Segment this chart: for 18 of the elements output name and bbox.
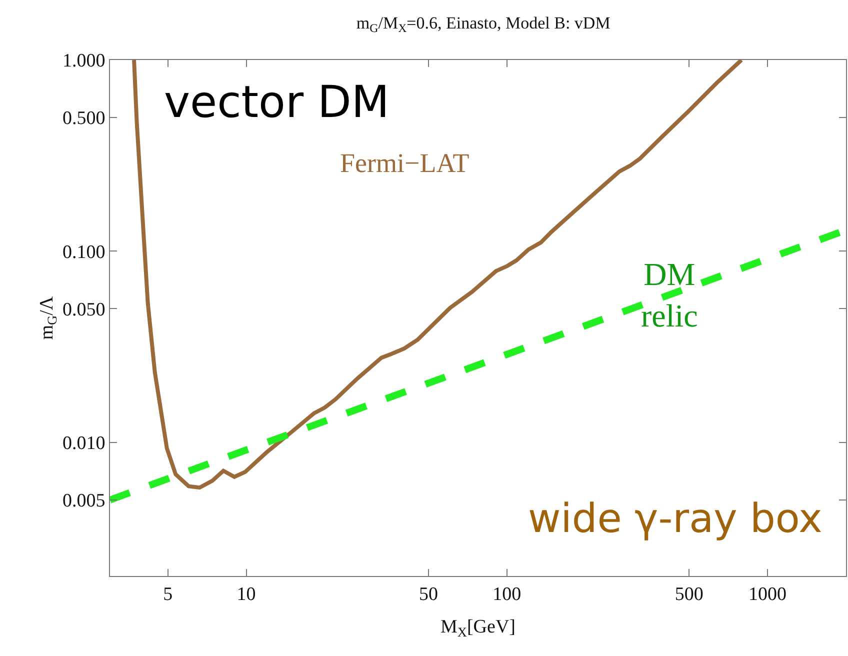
x-tick-label: 5	[163, 584, 173, 605]
y-tick-label: 0.050	[62, 299, 106, 320]
x-tick-label: 10	[236, 584, 256, 605]
y-tick-label: 0.005	[62, 490, 106, 512]
y-tick-label: 1.000	[62, 50, 106, 72]
x-tick-label: 100	[492, 584, 522, 605]
x-tick-label: 1000	[748, 584, 787, 605]
x-tick-label: 50	[418, 584, 438, 605]
chart-title: m$_{G}$/M$_{X}$=0.6, Einasto, Model B: vDM	[356, 13, 610, 35]
x-tick-label: 500	[674, 584, 704, 605]
y-tick-label: 0.010	[62, 433, 106, 454]
y-tick-label: 0.100	[62, 242, 106, 263]
annotation: vector DM	[164, 77, 390, 128]
annotation: DM relic	[641, 256, 698, 334]
annotation: wide γ-ray box	[528, 496, 822, 542]
y-tick-label: 0.500	[62, 108, 106, 130]
annotation: Fermi−LAT	[340, 148, 470, 178]
x-axis-title: M$_{X}$[GeV]	[440, 616, 516, 640]
